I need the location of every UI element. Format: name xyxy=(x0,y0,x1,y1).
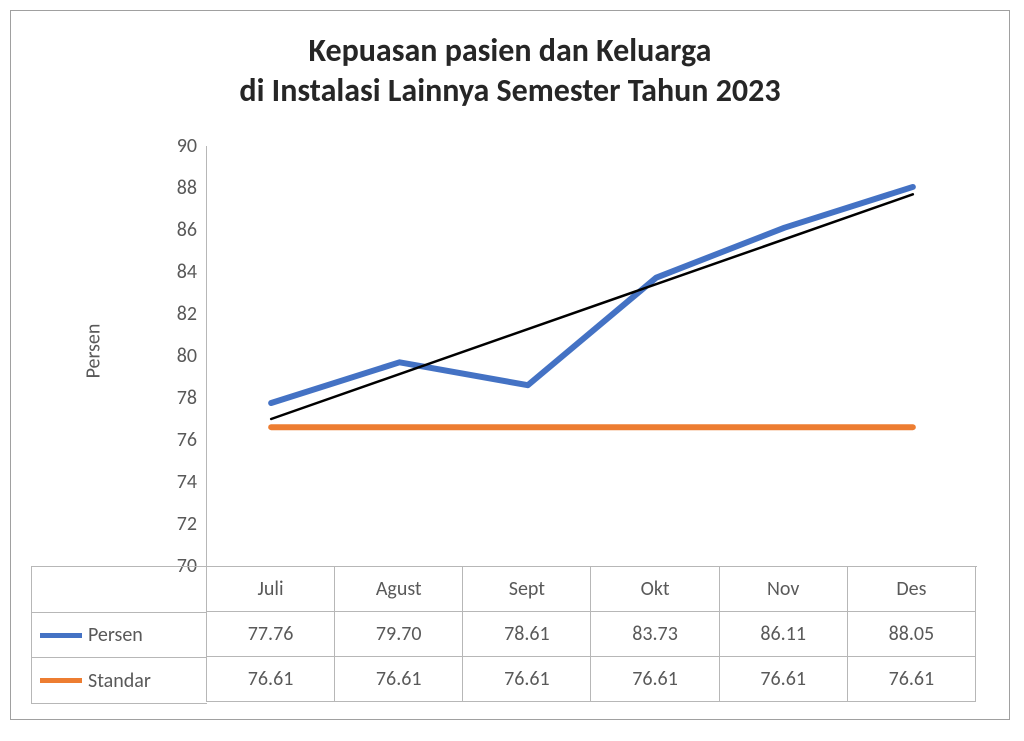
table-cell: 86.11 xyxy=(719,612,847,657)
table-cell: 83.73 xyxy=(591,612,719,657)
legend: Persen Standar xyxy=(31,566,207,704)
y-tick-label: 72 xyxy=(147,512,197,536)
y-tick-label: 88 xyxy=(147,176,197,200)
y-tick-label: 78 xyxy=(147,386,197,410)
table-cell: 76.61 xyxy=(463,657,591,702)
plot-area: 7072747678808284868890 xyxy=(206,146,977,567)
category-label: Okt xyxy=(591,567,719,612)
category-label: Des xyxy=(847,567,975,612)
legend-label: Persen xyxy=(88,623,143,647)
category-label: Nov xyxy=(719,567,847,612)
chart-frame: Kepuasan pasien dan Keluarga di Instalas… xyxy=(10,10,1010,720)
y-tick-label: 74 xyxy=(147,470,197,494)
chart-title-line2: di Instalasi Lainnya Semester Tahun 2023 xyxy=(239,71,780,110)
category-label: Juli xyxy=(207,567,335,612)
table-cell: 78.61 xyxy=(463,612,591,657)
table-cell: 76.61 xyxy=(591,657,719,702)
table-cell: 77.76 xyxy=(207,612,335,657)
chart-title: Kepuasan pasien dan Keluarga di Instalas… xyxy=(11,31,1009,111)
trendline xyxy=(271,194,913,419)
legend-swatch xyxy=(40,678,82,683)
table-header-row: JuliAgustSeptOktNovDes xyxy=(207,567,976,612)
y-tick-label: 86 xyxy=(147,218,197,242)
y-tick-label: 90 xyxy=(147,134,197,158)
y-tick-label: 76 xyxy=(147,428,197,452)
y-axis-label: Persen xyxy=(81,324,105,379)
table-cell: 88.05 xyxy=(847,612,975,657)
chart-lines xyxy=(207,146,977,566)
y-tick-label: 80 xyxy=(147,344,197,368)
data-table: JuliAgustSeptOktNovDes77.7679.7078.6183.… xyxy=(206,566,976,702)
y-tick-label: 84 xyxy=(147,260,197,284)
legend-label: Standar xyxy=(88,669,151,693)
table-cell: 76.61 xyxy=(207,657,335,702)
chart-title-line1: Kepuasan pasien dan Keluarga xyxy=(309,31,712,70)
legend-item: Persen xyxy=(32,613,207,658)
category-label: Agust xyxy=(335,567,463,612)
table-cell: 76.61 xyxy=(719,657,847,702)
legend-swatch xyxy=(40,633,82,638)
category-label: Sept xyxy=(463,567,591,612)
table-row: 76.6176.6176.6176.6176.6176.61 xyxy=(207,657,976,702)
table-cell: 76.61 xyxy=(847,657,975,702)
table-row: 77.7679.7078.6183.7386.1188.05 xyxy=(207,612,976,657)
table-cell: 79.70 xyxy=(335,612,463,657)
table-cell: 76.61 xyxy=(335,657,463,702)
legend-item: Standar xyxy=(32,658,207,703)
y-tick-label: 82 xyxy=(147,302,197,326)
